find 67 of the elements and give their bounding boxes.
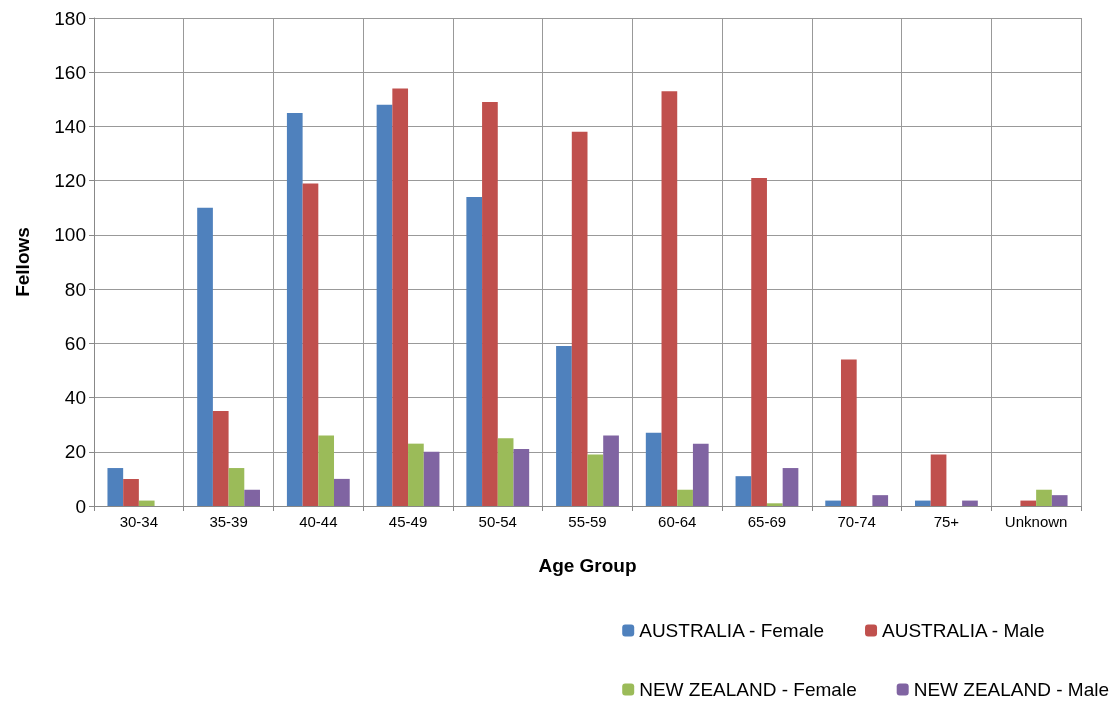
y-tick-label: 100: [54, 224, 86, 246]
bar: [228, 468, 245, 506]
y-tick-label: 120: [54, 170, 86, 192]
bar: [661, 91, 678, 506]
y-tick-label: 180: [54, 7, 86, 29]
bar: [212, 411, 229, 506]
bar: [466, 196, 483, 506]
bar: [915, 500, 931, 506]
x-tick-label: 70-74: [837, 513, 876, 530]
y-tick-label: 60: [64, 332, 86, 354]
bar: [286, 112, 303, 506]
bar: [334, 478, 350, 506]
bar: [677, 489, 693, 506]
x-tick-label: 65-69: [747, 513, 787, 530]
bar: [497, 438, 514, 506]
bar: [645, 432, 662, 506]
bar: [962, 500, 978, 506]
legend-label: AUSTRALIA - Male: [882, 620, 1045, 641]
bar: [138, 500, 155, 506]
legend-label: NEW ZEALAND - Female: [639, 679, 857, 700]
y-tick-label: 0: [75, 495, 86, 517]
y-tick-label: 40: [64, 387, 86, 409]
bar: [735, 476, 752, 506]
bar: [825, 500, 841, 506]
bar: [571, 131, 588, 506]
x-tick-label: 50-54: [478, 513, 517, 530]
legend-label: NEW ZEALAND - Male: [913, 679, 1110, 700]
x-tick-label: 30-34: [119, 513, 159, 530]
bar: [513, 449, 530, 506]
bar: [766, 503, 783, 506]
x-tick-label: Unknown: [1004, 513, 1068, 530]
bar: [197, 207, 213, 506]
bar: [872, 495, 889, 506]
bar: [392, 88, 409, 506]
bar: [423, 451, 440, 506]
legend-label: AUSTRALIA - Female: [639, 620, 824, 641]
bar: [1051, 495, 1068, 506]
x-tick-label: 35-39: [209, 513, 248, 530]
bar: [376, 104, 393, 506]
bar: [408, 443, 424, 506]
bar: [318, 435, 335, 506]
x-axis-title: Age Group: [538, 555, 637, 576]
x-tick-label: 60-64: [658, 513, 697, 530]
bar: [556, 346, 572, 506]
y-tick-label: 20: [64, 441, 86, 463]
bar: [123, 478, 139, 506]
bar: [840, 359, 857, 506]
bar: [1036, 489, 1052, 506]
bar: [692, 443, 709, 506]
bar: [782, 468, 799, 506]
bar: [482, 102, 498, 506]
y-axis-title: Fellows: [12, 227, 33, 297]
y-tick-label: 140: [54, 115, 86, 137]
y-tick-label: 80: [64, 278, 86, 300]
bar: [302, 183, 319, 506]
bar: [587, 454, 604, 506]
bar: [1020, 500, 1037, 506]
bar: [107, 468, 124, 506]
bar: [603, 435, 619, 506]
x-tick-label: 55-59: [568, 513, 607, 530]
bar: [751, 177, 767, 506]
bar: [244, 489, 260, 506]
y-tick-label: 160: [54, 61, 86, 83]
x-tick-label: 40-44: [299, 513, 338, 530]
x-tick-label: 75+: [933, 513, 960, 530]
bar: [930, 454, 947, 506]
x-tick-label: 45-49: [388, 513, 428, 530]
